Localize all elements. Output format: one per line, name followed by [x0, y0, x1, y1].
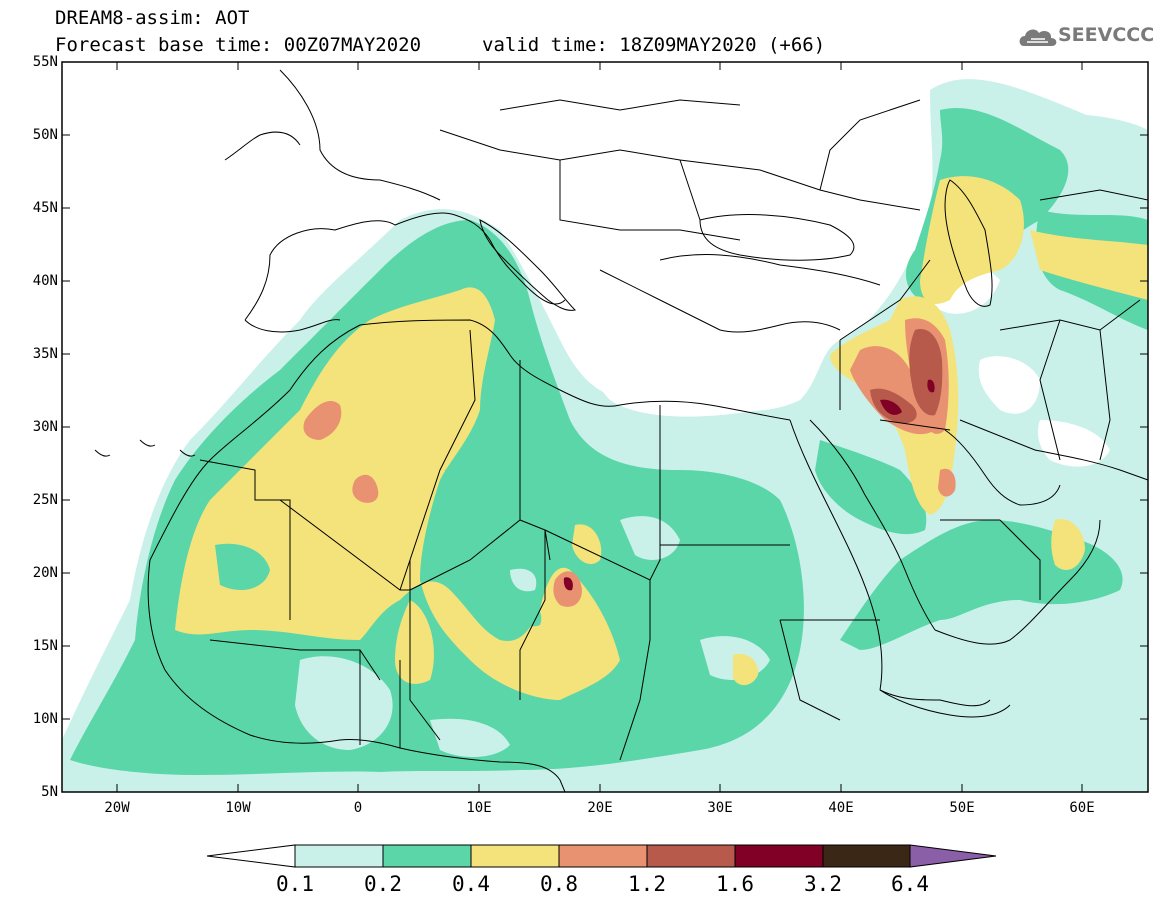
map-title: DREAM8-assim: AOT — [55, 7, 250, 29]
aot-sub-0.2-areas — [295, 516, 770, 757]
aot-sub-0.4-areas — [215, 468, 542, 627]
cloud-icon — [1019, 29, 1057, 46]
colorbar-segment-1.2 — [646, 844, 736, 868]
colorbar-segment-0.1 — [294, 844, 384, 868]
lat-label-50n: 50N — [32, 127, 58, 143]
lat-label-45n: 45N — [32, 200, 58, 216]
lat-label-10n: 10N — [32, 711, 58, 727]
lon-label-10e: 10E — [466, 800, 492, 816]
colorbar — [206, 844, 997, 868]
colorbar-label-1.2: 1.2 — [628, 872, 666, 896]
lon-label-10w: 10W — [225, 800, 251, 816]
colorbar-segment-3.2 — [822, 844, 911, 868]
colorbar-segment-0.4 — [470, 844, 560, 868]
colorbar-label-1.6: 1.6 — [716, 872, 754, 896]
lon-label-60e: 60E — [1069, 800, 1095, 816]
lat-label-20n: 20N — [32, 565, 58, 581]
lat-label-5n: 5N — [41, 784, 58, 800]
colorbar-segment-0.8 — [558, 844, 648, 868]
coastlines — [94, 69, 1148, 792]
lat-label-25n: 25N — [32, 492, 58, 508]
colorbar-label-6.4: 6.4 — [891, 872, 929, 896]
valid-time: valid time: 18Z09MAY2020 (+66) — [482, 34, 826, 56]
colorbar-segment-0.2 — [382, 844, 472, 868]
lat-label-35n: 35N — [32, 346, 58, 362]
lon-label-20e: 20E — [587, 800, 613, 816]
colorbar-segment-1.6 — [734, 844, 824, 868]
lat-label-40n: 40N — [32, 273, 58, 289]
lat-label-30n: 30N — [32, 419, 58, 435]
lat-label-55n: 55N — [32, 54, 58, 70]
colorbar-label-0.1: 0.1 — [276, 872, 314, 896]
lon-label-50e: 50E — [949, 800, 975, 816]
lon-label-0: 0 — [353, 800, 363, 816]
forecast-base-time: Forecast base time: 00Z07MAY2020 — [55, 34, 422, 56]
colorbar-segment-under — [206, 844, 296, 868]
lon-label-20w: 20W — [104, 800, 130, 816]
logo-text: SEEVCCC — [1058, 24, 1155, 46]
colorbar-segment-over — [909, 844, 997, 868]
colorbar-label-3.2: 3.2 — [804, 872, 842, 896]
colorbar-label-0.4: 0.4 — [452, 872, 490, 896]
colorbar-label-0.8: 0.8 — [540, 872, 578, 896]
lat-label-15n: 15N — [32, 638, 58, 654]
axis-ticks — [62, 61, 1148, 792]
lon-label-30e: 30E — [707, 800, 733, 816]
lon-label-40e: 40E — [828, 800, 854, 816]
aot-field — [62, 62, 1148, 792]
aot-contour-1.6 — [563, 379, 935, 591]
colorbar-label-0.2: 0.2 — [364, 872, 402, 896]
